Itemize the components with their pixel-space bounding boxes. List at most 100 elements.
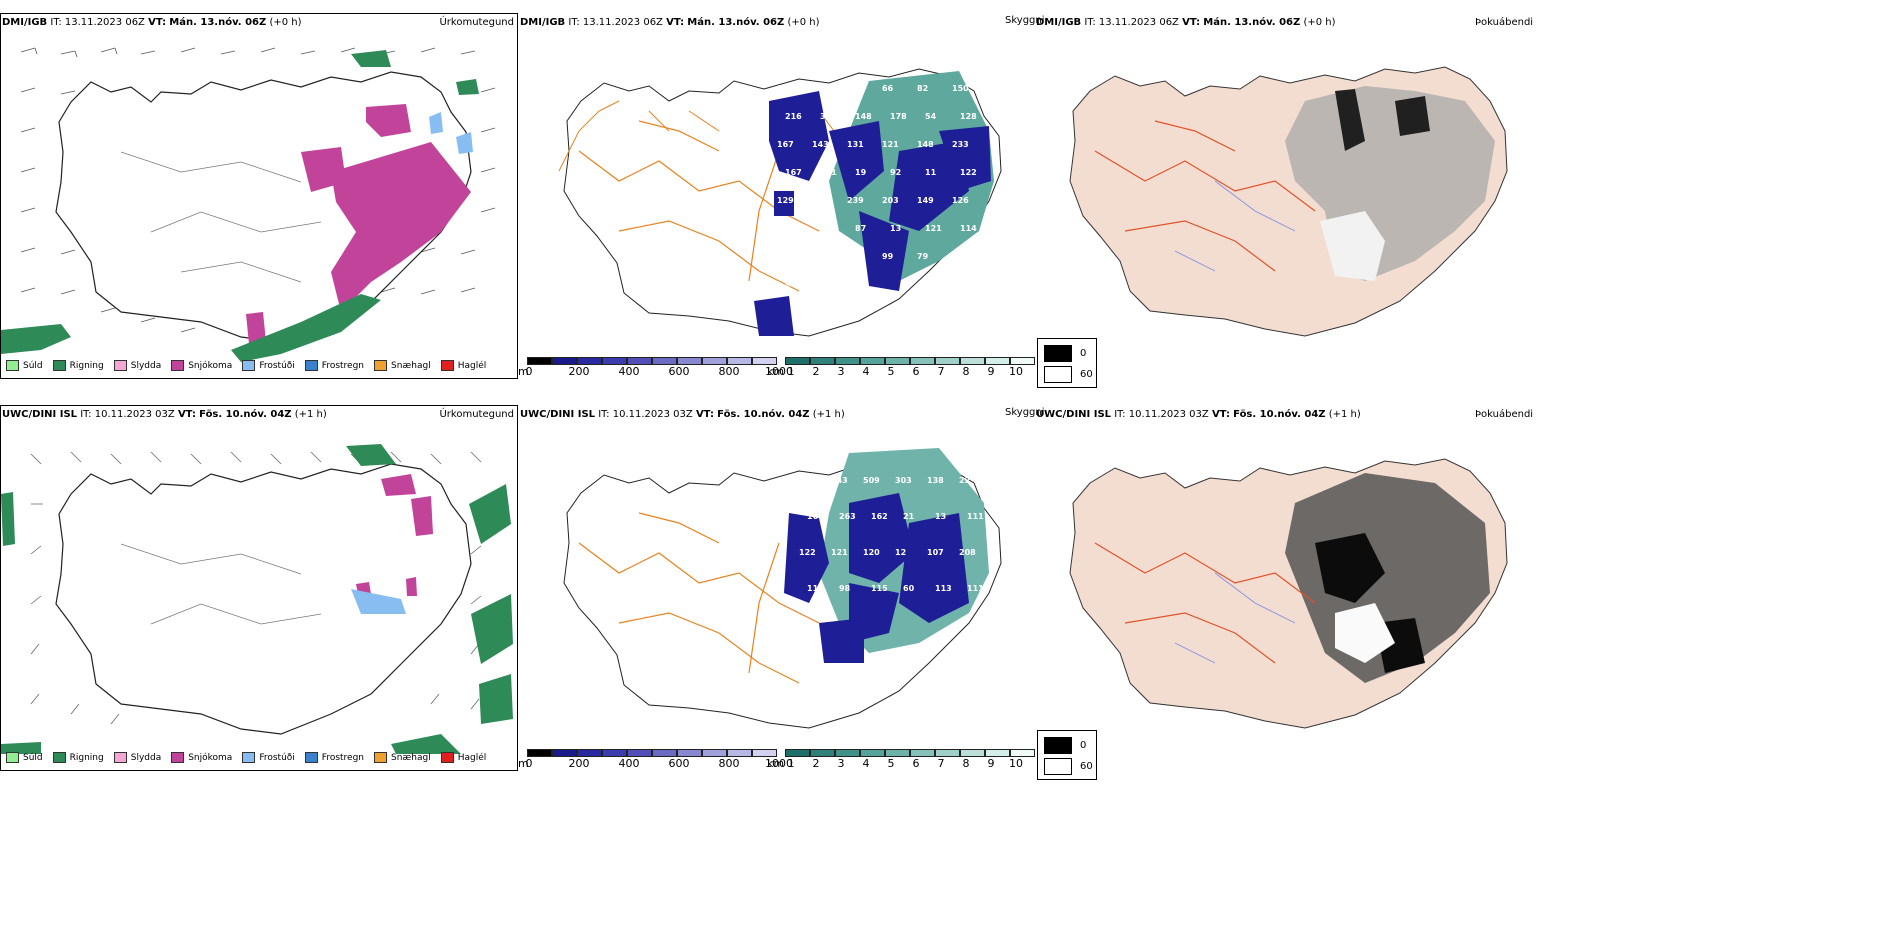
colorbar-segment <box>652 357 677 365</box>
colorbar-tick: 8 <box>962 757 970 770</box>
colorbar-tick: 800 <box>718 757 740 770</box>
colorbar-tick: 3 <box>837 365 845 378</box>
colorbar-tick: 1000 <box>765 757 793 770</box>
legend-item: Súld <box>6 752 43 763</box>
precip-legend: Súld Rigning Slydda Snjókoma Frostúði Fr… <box>6 752 486 763</box>
colorbar-tick: 400 <box>618 757 640 770</box>
wind-barbs <box>20 47 496 333</box>
colorbar-segment <box>702 749 727 757</box>
legend-item: Slydda <box>113 360 161 371</box>
snow-area <box>356 474 433 596</box>
precip-panel-top: DMI/IGB IT: 13.11.2023 06Z VT: Mán. 13.n… <box>0 13 518 379</box>
colorbar-segment <box>810 357 835 365</box>
visibility-value-label: 203 <box>882 196 899 205</box>
visibility-value-label: 87 <box>855 224 866 233</box>
colorbar-tick: 8 <box>962 365 970 378</box>
visibility-value-label: 323 <box>820 112 837 121</box>
panel-title: Úrkomutegund <box>439 409 514 420</box>
visibility-value-label: 83 <box>847 84 858 93</box>
fog-map-top <box>1069 66 1508 337</box>
fog-panel-bottom: UWC/DINI ISL IT: 10.11.2023 03Z VT: Fös.… <box>1035 405 1535 780</box>
visibility-value-label: 121 <box>925 224 942 233</box>
visibility-value-label: 79 <box>917 252 929 261</box>
fog-legend: 0 60 <box>1037 730 1097 780</box>
visibility-value-label: 111 <box>967 512 984 521</box>
visibility-value-label: 82 <box>917 84 928 93</box>
colorbar-tick: 1 <box>787 757 795 770</box>
visibility-value-label: 11 <box>925 168 937 177</box>
vis-m-colorbar-bottom: 0 200 400 600 800 1000 <box>526 749 793 770</box>
visibility-value-label: 231 <box>820 168 837 177</box>
colorbar-segment <box>810 749 835 757</box>
vis-low-area <box>754 91 991 336</box>
colorbar-segment <box>527 749 552 757</box>
visibility-value-label: 126 <box>952 196 969 205</box>
visibility-value-label: 148 <box>917 140 934 149</box>
legend-item: Súld <box>6 360 43 371</box>
panel-title: Þokuábendi <box>1475 17 1534 28</box>
visibility-value-label: 138 <box>927 476 944 485</box>
precip-legend: Súld Rigning Slydda Snjókoma Frostúði Fr… <box>6 360 486 371</box>
colorbar-tick: 400 <box>618 365 640 378</box>
colorbar-segment <box>1010 749 1035 757</box>
panel-header: DMI/IGB IT: 13.11.2023 06Z VT: Mán. 13.n… <box>2 17 302 28</box>
visibility-value-label: 111 <box>967 584 984 593</box>
colorbar-tick: 4 <box>862 365 870 378</box>
legend-swatch <box>440 360 454 371</box>
visibility-value-label: 16 <box>807 512 819 521</box>
legend-swatch <box>6 360 19 371</box>
legend-item: Snjókoma <box>171 360 232 371</box>
colorbar-segment <box>860 749 885 757</box>
visibility-value-label: 128 <box>960 112 977 121</box>
visibility-value-label: 115 <box>871 584 888 593</box>
colorbar-segment <box>602 357 627 365</box>
vis-m-unit: m <box>518 365 529 378</box>
colorbar-segment <box>935 749 960 757</box>
colorbar-segment <box>677 749 702 757</box>
colorbar-segment <box>627 357 652 365</box>
visibility-value-label: 120 <box>863 548 880 557</box>
visibility-value-label: 13 <box>935 512 946 521</box>
vis-km-colorbar-bottom: 1 2 3 4 5 6 7 8 9 10 <box>785 749 1035 770</box>
snow-area <box>301 104 471 312</box>
colorbar-segment <box>785 357 810 365</box>
vis-km-unit: km <box>767 365 785 378</box>
legend-item: Frostregn <box>304 360 364 371</box>
legend-item: Haglél <box>440 752 486 763</box>
coastline <box>55 463 472 735</box>
colorbar-segment <box>885 749 910 757</box>
legend-item: Frostúði <box>242 360 295 371</box>
colorbar-segment <box>552 749 577 757</box>
visibility-value-label: 12 <box>895 548 906 557</box>
visibility-value-label: 149 <box>917 196 934 205</box>
colorbar-segment <box>960 357 985 365</box>
visibility-value-label: 92 <box>890 168 901 177</box>
panel-title: Úrkomutegund <box>439 17 514 28</box>
colorbar-segment <box>527 357 552 365</box>
visibility-value-label: 122 <box>960 168 977 177</box>
legend-item: Haglél <box>440 360 486 371</box>
legend-item: Rigning <box>52 752 104 763</box>
visibility-value-label: 21 <box>903 512 915 521</box>
visibility-value-label: 216 <box>785 112 802 121</box>
colorbar-tick: 9 <box>987 757 995 770</box>
legend-swatch <box>52 360 66 371</box>
vis-low-area <box>784 493 969 663</box>
visibility-value-label: 54 <box>925 112 937 121</box>
panel-header: UWC/DINI ISL IT: 10.11.2023 03Z VT: Fös.… <box>2 409 327 420</box>
visibility-value-label: 233 <box>952 140 969 149</box>
colorbar-tick: 800 <box>718 365 740 378</box>
legend-swatch <box>242 752 256 763</box>
visibility-value-label: 98 <box>785 224 797 233</box>
visibility-value-label: 66 <box>799 620 811 629</box>
colorbar-segment <box>577 749 602 757</box>
colorbar-segment <box>835 749 860 757</box>
vis-km-colorbar-top: 1 2 3 4 5 6 7 8 9 10 <box>785 357 1035 378</box>
visibility-value-label: 114 <box>960 224 977 233</box>
colorbar-segment <box>860 357 885 365</box>
visibility-value-label: 134 <box>812 196 829 205</box>
visibility-value-label: 118 <box>807 584 824 593</box>
snow-area <box>246 312 266 344</box>
colorbar-tick: 1000 <box>765 365 793 378</box>
colorbar-segment <box>935 357 960 365</box>
